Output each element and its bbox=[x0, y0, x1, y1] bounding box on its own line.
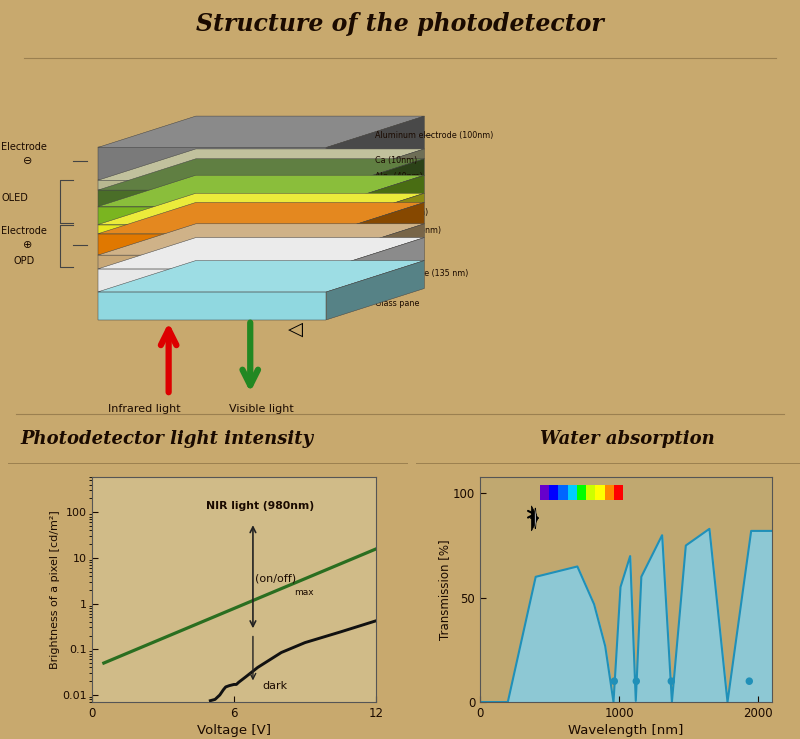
Text: TiO₂ (35nm): TiO₂ (35nm) bbox=[362, 247, 423, 256]
Text: ⊖: ⊖ bbox=[23, 156, 32, 166]
Bar bbox=[577, 485, 586, 500]
Text: OPD: OPD bbox=[14, 256, 35, 266]
Polygon shape bbox=[98, 269, 326, 292]
Text: Aluminum electrode (100nm): Aluminum electrode (100nm) bbox=[375, 131, 494, 140]
Polygon shape bbox=[98, 206, 326, 225]
Polygon shape bbox=[98, 194, 424, 225]
Text: Structure of the photodetector: Structure of the photodetector bbox=[196, 12, 604, 36]
Text: Infrared light: Infrared light bbox=[108, 404, 181, 415]
Text: Glass pane: Glass pane bbox=[337, 299, 420, 308]
Polygon shape bbox=[98, 234, 326, 255]
Polygon shape bbox=[326, 116, 424, 180]
Polygon shape bbox=[98, 237, 424, 269]
Polygon shape bbox=[98, 261, 424, 292]
Bar bbox=[540, 485, 549, 500]
Polygon shape bbox=[326, 202, 424, 255]
Polygon shape bbox=[98, 190, 326, 206]
Text: ●: ● bbox=[666, 676, 674, 687]
Text: OLED: OLED bbox=[1, 193, 28, 202]
Polygon shape bbox=[531, 506, 538, 531]
Bar bbox=[614, 485, 623, 500]
Y-axis label: Brightness of a pixel [cd/m²]: Brightness of a pixel [cd/m²] bbox=[50, 510, 60, 669]
Text: ●: ● bbox=[744, 676, 753, 687]
Text: max: max bbox=[294, 588, 314, 597]
Polygon shape bbox=[326, 159, 424, 206]
Text: NIR light (980nm): NIR light (980nm) bbox=[206, 500, 314, 511]
Text: ●: ● bbox=[631, 676, 640, 687]
Bar bbox=[558, 485, 567, 500]
Bar bbox=[605, 485, 614, 500]
Bar bbox=[568, 485, 577, 500]
Text: ⊕: ⊕ bbox=[23, 240, 32, 251]
Polygon shape bbox=[98, 180, 326, 190]
Text: ITO electrode (135 nm): ITO electrode (135 nm) bbox=[351, 269, 469, 278]
Polygon shape bbox=[326, 224, 424, 269]
Polygon shape bbox=[326, 194, 424, 234]
Polygon shape bbox=[98, 175, 424, 206]
Bar bbox=[586, 485, 595, 500]
Bar bbox=[595, 485, 605, 500]
Text: Visible light: Visible light bbox=[229, 404, 294, 415]
Polygon shape bbox=[98, 292, 326, 320]
Bar bbox=[549, 485, 558, 500]
Text: Water absorption: Water absorption bbox=[540, 430, 714, 448]
Polygon shape bbox=[98, 149, 424, 180]
X-axis label: Wavelength [nm]: Wavelength [nm] bbox=[568, 724, 684, 737]
Text: Electrode: Electrode bbox=[1, 226, 47, 236]
Text: dark: dark bbox=[262, 681, 287, 691]
Polygon shape bbox=[326, 261, 424, 320]
Text: Photodetector light intensity: Photodetector light intensity bbox=[20, 430, 313, 448]
Polygon shape bbox=[98, 159, 424, 190]
Polygon shape bbox=[326, 237, 424, 292]
Text: Colorant (65nm): Colorant (65nm) bbox=[370, 226, 442, 235]
Polygon shape bbox=[98, 224, 424, 255]
Polygon shape bbox=[98, 148, 326, 180]
X-axis label: Voltage [V]: Voltage [V] bbox=[197, 724, 271, 737]
Circle shape bbox=[534, 508, 536, 529]
Text: Ca (10nm): Ca (10nm) bbox=[375, 156, 418, 166]
Text: Alq₃ (40nm): Alq₃ (40nm) bbox=[375, 171, 423, 181]
Polygon shape bbox=[98, 202, 424, 234]
Text: ◁: ◁ bbox=[288, 320, 303, 338]
Text: Electrode: Electrode bbox=[1, 142, 47, 151]
Polygon shape bbox=[326, 175, 424, 225]
Polygon shape bbox=[98, 116, 424, 148]
Text: MoO₃ (15nm): MoO₃ (15nm) bbox=[375, 208, 429, 217]
Text: TPD (50nm): TPD (50nm) bbox=[375, 192, 422, 201]
Text: ●: ● bbox=[610, 676, 618, 687]
Polygon shape bbox=[326, 149, 424, 190]
Y-axis label: Transmission [%]: Transmission [%] bbox=[438, 539, 451, 640]
Text: (on/off): (on/off) bbox=[255, 573, 297, 584]
Polygon shape bbox=[98, 255, 326, 269]
Polygon shape bbox=[98, 225, 326, 234]
